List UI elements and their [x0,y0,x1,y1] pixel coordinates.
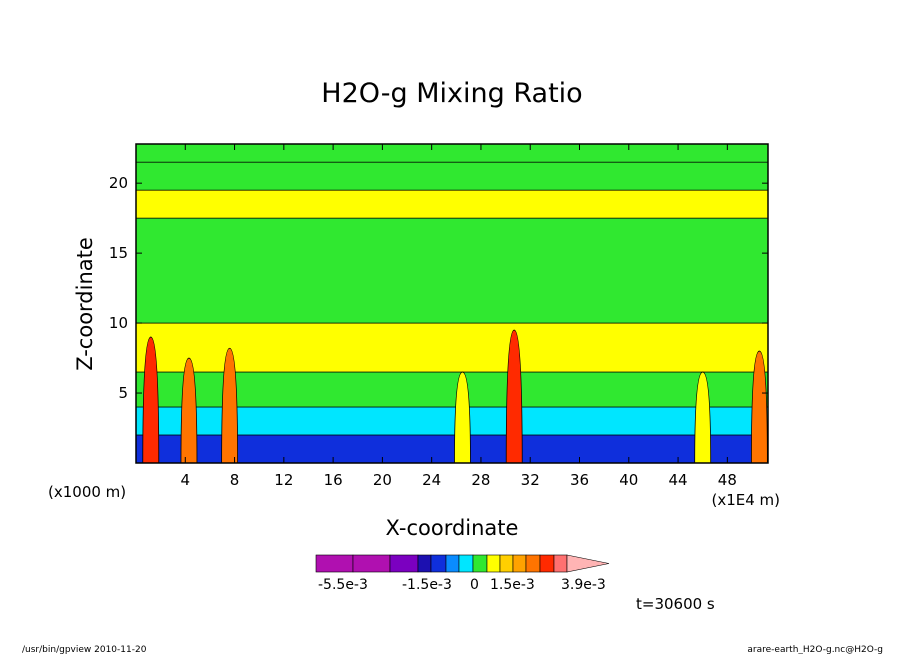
x-tick-label: 44 [669,471,688,489]
colorbar-arrow [566,554,610,573]
chart-title: H2O-g Mixing Ratio [321,78,582,109]
plume-yellow [694,371,712,463]
plume-orange [750,350,768,463]
colorbar-swatch [486,554,501,573]
colorbar-swatch [352,554,391,573]
x-tick-label: 48 [718,471,737,489]
colorbar-swatch [472,554,488,573]
plume-orange [180,357,198,463]
footer-right: arare-earth_H2O-g.nc@H2O-g [747,645,883,654]
x-tick-label: 8 [230,471,240,489]
plot-frame [135,143,769,464]
field-band-blue [136,434,768,463]
x-tick-label: 20 [373,471,392,489]
colorbar-label: -1.5e-3 [402,577,452,593]
colorbar-swatch [315,554,354,573]
x-unit-left: (x1000 m) [48,483,126,501]
y-tick-label: 20 [109,174,128,192]
plume-red [142,336,160,463]
x-tick-label: 36 [570,471,589,489]
time-label: t=30600 s [636,595,715,613]
colorbar-swatch [389,554,419,573]
y-tick-label: 5 [118,384,128,402]
y-tick-label: 15 [109,244,128,262]
x-tick-label: 32 [521,471,540,489]
x-axis-label: X-coordinate [386,516,519,540]
colorbar-swatch [512,554,527,573]
colorbar-label: 1.5e-3 [490,577,535,593]
colorbar-label: -5.5e-3 [318,577,368,593]
y-axis-ticks: 5 10 15 20 [109,174,768,402]
colorbar-swatch [539,554,555,573]
colorbar-swatch [553,554,568,573]
colorbar-swatch [458,554,474,573]
x-tick-label: 40 [619,471,638,489]
plume-red [505,329,523,463]
x-tick-label: 12 [274,471,293,489]
x-tick-label: 28 [471,471,490,489]
plume-yellow [454,371,471,463]
colorbar-label: 3.9e-3 [561,577,606,593]
colorbar-swatch [525,554,541,573]
colorbar-swatch [499,554,514,573]
footer-left: /usr/bin/gpview 2010-11-20 [22,645,147,654]
x-tick-label: 4 [181,471,191,489]
colorbar: -5.5e-3 -1.5e-3 0 1.5e-3 3.9e-3 [315,554,610,593]
colorbar-swatch [445,554,460,573]
x-tick-label: 16 [324,471,343,489]
y-axis-label: Z-coordinate [73,237,97,371]
colorbar-swatch [430,554,447,573]
x-unit-right: (x1E4 m) [711,491,780,509]
x-axis-ticks: 4 8 12 16 20 24 28 32 36 40 44 48 [181,144,737,489]
moisture-field [136,161,768,463]
colorbar-swatch [417,554,432,573]
y-tick-label: 10 [109,314,128,332]
plume-orange [221,347,239,463]
x-tick-label: 24 [422,471,441,489]
colorbar-label: 0 [470,577,479,593]
